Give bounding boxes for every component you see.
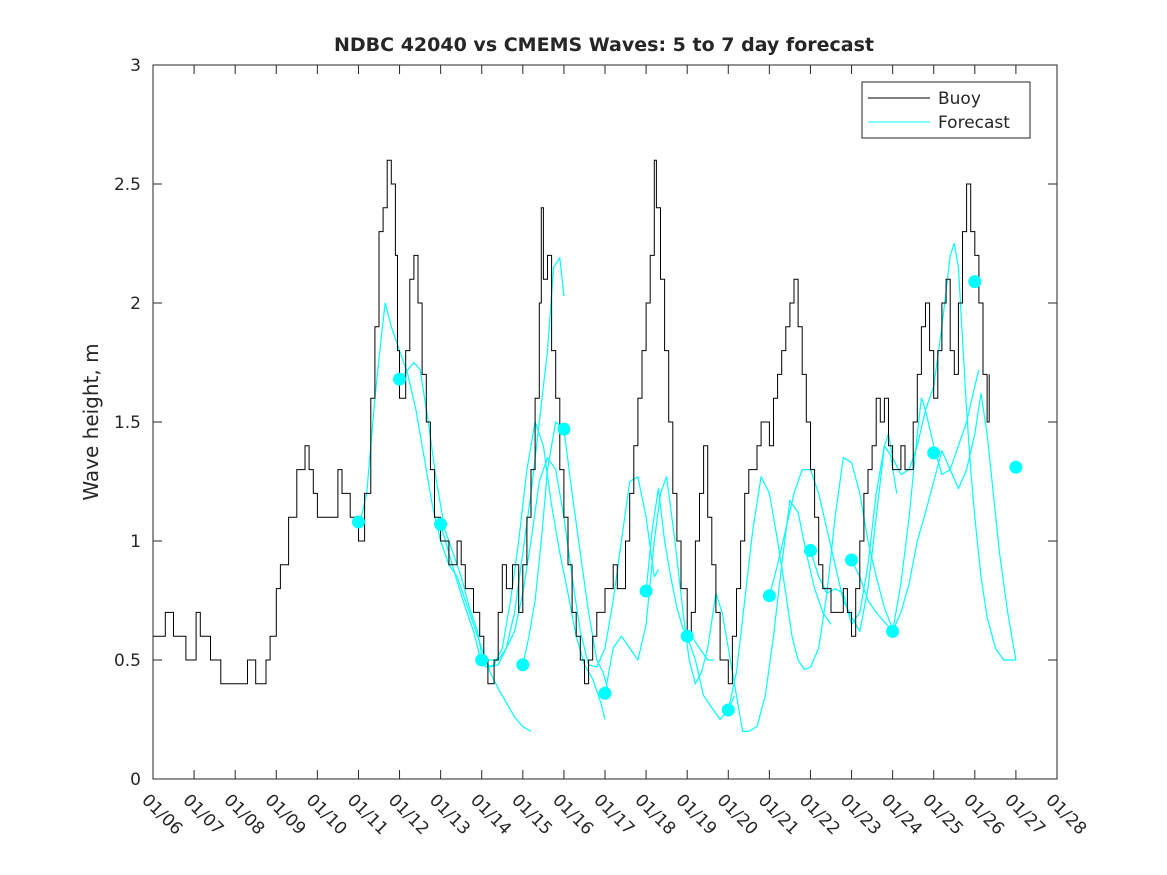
forecast-marker-1 [352,515,365,529]
forecast-line-8 [645,488,714,661]
legend-forecast-label: Forecast [938,113,1010,133]
legend-buoy-label: Buoy [938,89,981,109]
legend-box [861,81,1031,139]
forecast-marker-9 [680,629,694,643]
forecast-marker-6 [557,422,571,436]
y-axis-label: Wave height, m [79,343,103,500]
y-tick-label-5: 2 [130,294,141,314]
forecast-marker-2 [393,372,406,386]
forecast-marker-12 [804,544,817,557]
forecast-marker-8 [639,584,653,598]
forecast-marker-4 [475,653,489,667]
y-tick-label-2: 0.5 [114,651,141,671]
forecast-line-14 [892,392,1017,661]
forecast-marker-17 [1009,460,1023,474]
forecast-marker-15 [927,446,941,460]
forecast-marker-10 [721,703,735,717]
forecast-line-11 [768,242,1016,661]
forecast-marker-13 [845,553,858,567]
y-tick-label-7: 3 [130,56,141,76]
y-tick-label-6: 2.5 [114,175,141,195]
series-layer [153,159,1023,733]
buoy-line [153,159,990,685]
chart-title: NDBC 42040 vs CMEMS Waves: 5 to 7 day fo… [334,34,874,56]
y-tick-label-4: 1.5 [114,413,141,433]
forecast-marker-14 [886,624,900,638]
forecast-marker-3 [434,517,448,531]
forecast-marker-16 [968,275,982,289]
forecast-marker-11 [762,589,776,603]
forecast-line-5 [522,421,565,665]
forecast-line-6 [563,429,610,694]
forecast-marker-7 [598,686,612,700]
forecast-marker-5 [516,658,530,672]
y-tick-label-1: 0 [130,770,141,790]
y-tick-label-3: 1 [130,532,141,552]
forecast-line-13 [850,369,980,633]
legend: Buoy Forecast [861,81,1031,139]
